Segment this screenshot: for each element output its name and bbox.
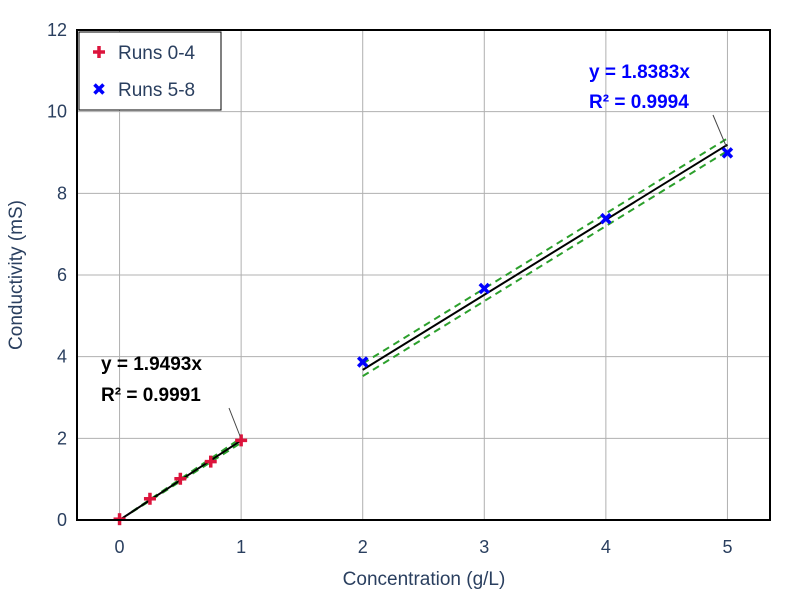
x-tick-label: 4 [601,537,611,557]
x-tick-label: 1 [236,537,246,557]
data-point [721,147,734,159]
x-tick-label: 5 [722,537,732,557]
data-point [235,434,248,447]
annotation-arrow [228,407,241,437]
y-tick-label: 10 [47,102,67,122]
x-tick-labels: 0 1 2 3 4 5 [115,537,733,557]
x-tick-label: 0 [115,537,125,557]
data-points [113,147,734,526]
data-point [356,356,369,368]
legend-box [78,31,222,111]
confidence-band-line [131,441,242,514]
y-tick-labels: 0 2 4 6 8 10 12 [47,20,67,530]
annotation-equation-runs-5-8: y = 1.8383x [589,62,690,83]
y-tick-label: 6 [57,265,67,285]
annotation-equation-runs-0-4: y = 1.9493x [101,354,202,375]
x-tick-label: 3 [479,537,489,557]
x-axis-title: Concentration (g/L) [343,569,506,590]
legend-marker [93,46,105,58]
y-tick-label: 8 [57,183,67,203]
data-point [174,472,187,485]
y-tick-label: 0 [57,510,67,530]
annotation-arrow [712,114,727,148]
annotation-r2-runs-5-8: R² = 0.9994 [589,92,689,113]
legend-label: Runs 0-4 [118,43,196,64]
y-tick-label: 12 [47,20,67,40]
y-axis-title: Conductivity (mS) [6,200,27,350]
grid [77,29,770,521]
legend-label: Runs 5-8 [118,80,195,101]
confidence-band-line [131,437,242,513]
data-point [204,455,217,468]
plot-frame [76,29,771,521]
data-point [143,492,156,505]
fit-line [362,143,728,371]
x-tick-label: 2 [358,537,368,557]
annotation-r2-runs-0-4: R² = 0.9991 [101,385,201,406]
legend-marker [93,83,105,95]
data-point [600,212,612,225]
confidence-bands [131,137,728,514]
y-tick-label: 4 [57,347,67,367]
y-tick-label: 2 [57,428,67,448]
data-point [478,282,491,295]
legend: Runs 0-4 Runs 5-8 [78,31,222,111]
annotations: y = 1.9493x R² = 0.9991 y = 1.8383x R² = 0.… [101,62,727,437]
